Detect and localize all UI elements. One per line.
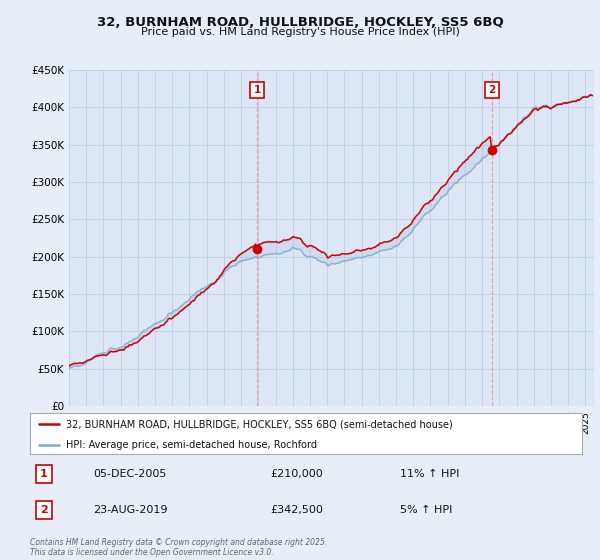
Text: 05-DEC-2005: 05-DEC-2005 <box>94 469 167 479</box>
Text: 2: 2 <box>40 505 47 515</box>
Text: 2: 2 <box>488 85 496 95</box>
Text: 1: 1 <box>253 85 260 95</box>
Text: HPI: Average price, semi-detached house, Rochford: HPI: Average price, semi-detached house,… <box>66 440 317 450</box>
Text: £342,500: £342,500 <box>270 505 323 515</box>
Text: Contains HM Land Registry data © Crown copyright and database right 2025.
This d: Contains HM Land Registry data © Crown c… <box>30 538 327 557</box>
Text: 23-AUG-2019: 23-AUG-2019 <box>94 505 168 515</box>
Text: 32, BURNHAM ROAD, HULLBRIDGE, HOCKLEY, SS5 6BQ (semi-detached house): 32, BURNHAM ROAD, HULLBRIDGE, HOCKLEY, S… <box>66 419 452 429</box>
Text: 1: 1 <box>40 469 47 479</box>
Text: Price paid vs. HM Land Registry's House Price Index (HPI): Price paid vs. HM Land Registry's House … <box>140 27 460 37</box>
Text: 5% ↑ HPI: 5% ↑ HPI <box>400 505 452 515</box>
Text: £210,000: £210,000 <box>270 469 323 479</box>
Text: 32, BURNHAM ROAD, HULLBRIDGE, HOCKLEY, SS5 6BQ: 32, BURNHAM ROAD, HULLBRIDGE, HOCKLEY, S… <box>97 16 503 29</box>
Text: 11% ↑ HPI: 11% ↑ HPI <box>400 469 459 479</box>
